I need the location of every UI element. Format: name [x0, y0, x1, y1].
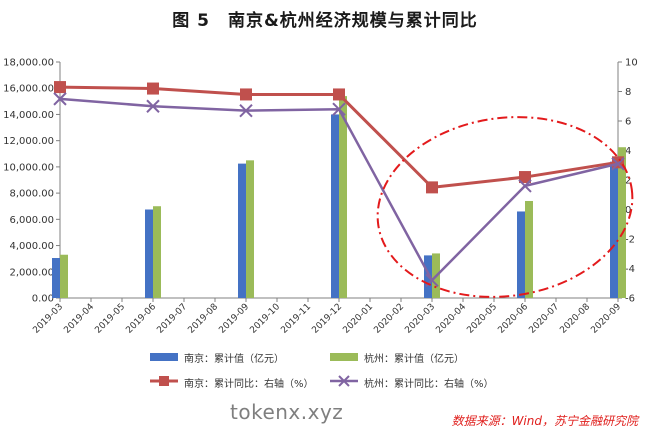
bar-nanjing [238, 163, 246, 298]
point-nanjing [612, 156, 624, 169]
lines [53, 81, 625, 288]
chart-title: 图 5 南京&杭州经济规模与累计同比 [172, 11, 478, 31]
axes: 0.00 2,000.00 4,000.00 6,000.00 8,000.00 10,0… [3, 58, 638, 336]
x-tick-label: 2020-03 [403, 302, 437, 336]
source-note: 数据来源：Wind，苏宁金融研究院 [451, 414, 638, 428]
right-tick-label: 0 [625, 205, 631, 216]
left-tick-label: 6,000.00 [9, 215, 54, 226]
left-tick-label: 12,000.00 [3, 136, 54, 147]
point-nanjing [333, 88, 345, 101]
bar-hangzhou [153, 206, 161, 298]
x-tick-label: 2020-02 [372, 302, 406, 336]
point-nanjing [147, 82, 159, 95]
x-tick-label: 2020-09 [589, 302, 623, 336]
point-hangzhou [611, 157, 625, 171]
x-tick-label: 2020-05 [465, 302, 499, 336]
bar-hangzhou [246, 160, 254, 298]
point-nanjing [240, 88, 252, 101]
x-tick-label: 2019-07 [155, 302, 189, 336]
point-hangzhou [332, 102, 346, 116]
left-tick-label: 18,000.00 [3, 58, 54, 69]
left-tick-label: 10,000.00 [3, 162, 54, 173]
point-nanjing [54, 81, 66, 94]
left-tick-label: 14,000.00 [3, 110, 54, 121]
right-tick-label: 6 [625, 117, 631, 128]
point-nanjing [519, 171, 531, 184]
point-hangzhou [53, 92, 67, 106]
bar-hangzhou [618, 147, 626, 298]
x-tick-label: 2020-08 [558, 302, 592, 336]
watermark: tokenx.xyz [230, 400, 344, 424]
bar-nanjing [610, 161, 618, 298]
x-tick-label: 2019-04 [62, 302, 96, 336]
x-tick-label: 2019-11 [279, 302, 313, 336]
x-tick-label: 2019-10 [248, 302, 282, 336]
highlight-ellipse [376, 116, 634, 298]
x-tick-label: 2020-01 [341, 302, 375, 336]
x-tick-label: 2019-05 [93, 302, 127, 336]
bar-hangzhou [60, 254, 68, 298]
right-tick-label: 10 [625, 58, 638, 69]
x-tick-label: 2019-03 [31, 302, 65, 336]
point-hangzhou [146, 99, 160, 113]
legend-swatch-hangzhou-bar [330, 353, 358, 361]
left-tick-label: 0.00 [32, 294, 54, 305]
x-tick-label: 2020-07 [527, 302, 561, 336]
legend-swatch-nanjing-bar [150, 353, 178, 361]
right-tick-label: 2 [625, 176, 631, 187]
bar-nanjing [331, 114, 339, 298]
x-tick-label: 2019-08 [186, 302, 220, 336]
legend-label-hangzhou-line: 杭州：累计同比：右轴（%） [364, 379, 494, 390]
bar-hangzhou [339, 96, 347, 298]
x-tick-label: 2019-06 [124, 302, 158, 336]
legend-label-nanjing-bar: 南京：累计值（亿元） [184, 354, 284, 365]
right-tick-label: -2 [625, 235, 635, 246]
point-nanjing [426, 181, 438, 194]
point-hangzhou [518, 179, 532, 193]
bars [52, 96, 626, 298]
legend-label-nanjing-line: 南京：累计同比：右轴（%） [184, 379, 314, 390]
bar-nanjing [145, 209, 153, 298]
legend-label-hangzhou-bar: 杭州：累计值（亿元） [364, 354, 464, 365]
x-tick-label: 2020-06 [496, 302, 530, 336]
x-tick-label: 2019-12 [310, 302, 344, 336]
bar-nanjing [517, 211, 525, 298]
x-tick-label: 2019-09 [217, 302, 251, 336]
left-tick-label: 2,000.00 [9, 267, 54, 278]
annotations [376, 116, 634, 298]
x-tick-label: 2020-04 [434, 302, 468, 336]
left-tick-label: 16,000.00 [3, 84, 54, 95]
left-tick-label: 8,000.00 [9, 189, 54, 200]
bar-nanjing [52, 258, 60, 298]
left-tick-label: 4,000.00 [9, 241, 54, 252]
bar-hangzhou [525, 200, 533, 298]
right-tick-label: -6 [625, 294, 635, 305]
right-tick-label: 4 [625, 146, 631, 157]
right-tick-label: 8 [625, 87, 631, 98]
point-hangzhou [239, 103, 253, 118]
right-tick-label: -4 [625, 264, 635, 275]
